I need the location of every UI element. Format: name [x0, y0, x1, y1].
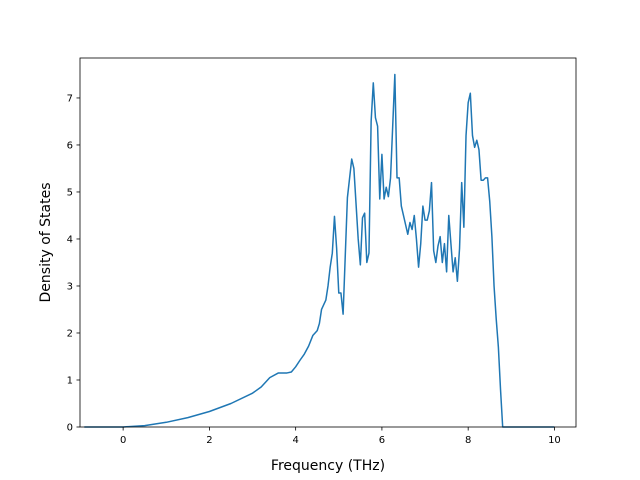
- y-tick-label: 4: [67, 234, 73, 245]
- y-tick-label: 3: [67, 281, 73, 292]
- x-tick-label: 0: [120, 435, 126, 446]
- y-tick-label: 6: [67, 140, 73, 151]
- axes-frame: [79, 57, 577, 428]
- x-tick-label: 2: [206, 435, 212, 446]
- y-axis-label: Density of States: [38, 183, 54, 303]
- x-tick-label: 4: [292, 435, 298, 446]
- x-tick-label: 10: [548, 435, 561, 446]
- y-tick-label: 0: [67, 423, 73, 434]
- dos-series-line: [84, 73, 555, 428]
- y-tick-label: 2: [67, 328, 73, 339]
- x-axis-ticks: 0 2 4 6 8 10: [120, 427, 561, 446]
- y-tick-label: 7: [67, 93, 73, 104]
- plot-area: [80, 58, 576, 427]
- y-tick-label: 1: [67, 375, 73, 386]
- x-axis-label: Frequency (THz): [271, 458, 385, 474]
- x-tick-label: 8: [465, 435, 471, 446]
- y-axis-ticks: 0 1 2 3 4 5 6 7: [67, 93, 80, 434]
- x-tick-label: 6: [379, 435, 385, 446]
- y-tick-label: 5: [67, 187, 73, 198]
